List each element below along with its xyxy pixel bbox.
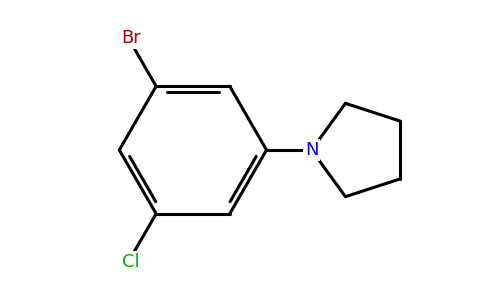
Text: Br: Br (121, 29, 141, 47)
Text: N: N (305, 141, 318, 159)
Text: Cl: Cl (122, 253, 139, 271)
